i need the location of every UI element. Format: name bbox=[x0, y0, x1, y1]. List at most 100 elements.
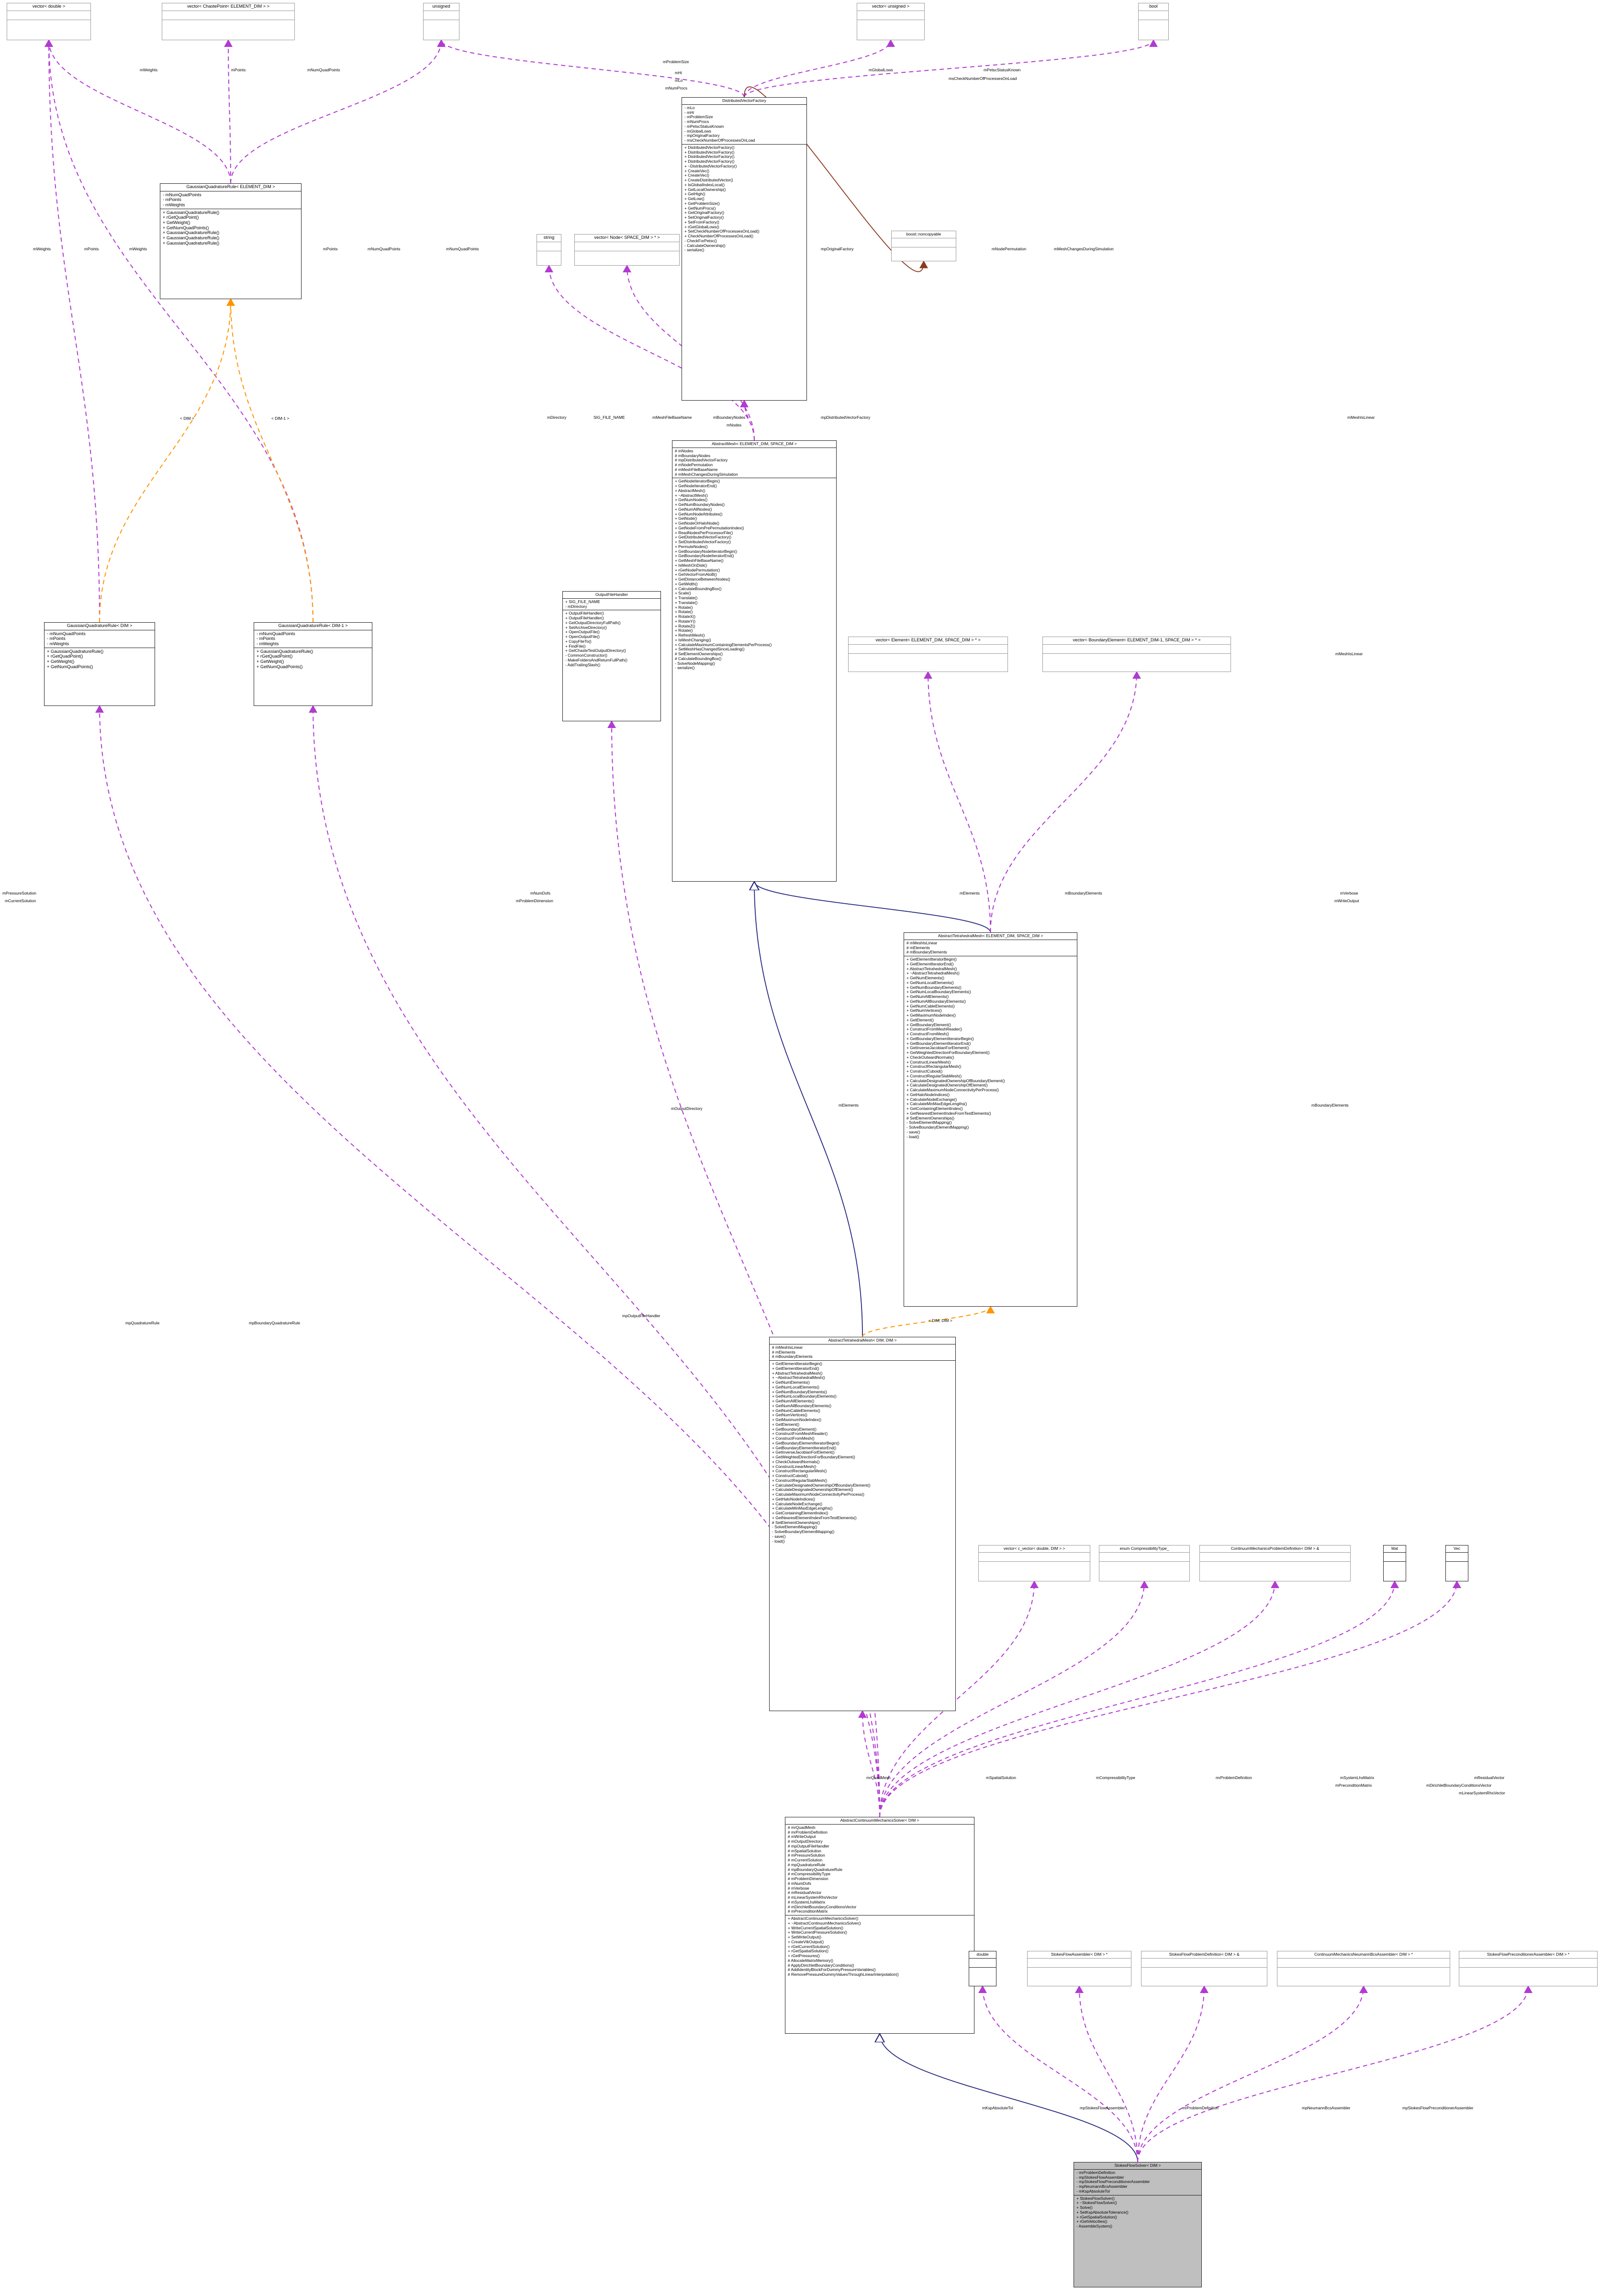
class-attribute: - mDirectory bbox=[565, 604, 587, 609]
class-operation: + GetElement() bbox=[906, 1018, 934, 1022]
class-operation: + IsMeshChanging() bbox=[675, 638, 711, 642]
edge-label: mPoints bbox=[231, 67, 246, 72]
class-node[interactable]: AbstractTetrahedralMesh< DIM, DIM > # mMe… bbox=[769, 1337, 956, 1711]
class-operation: - SolveElementMapping() bbox=[772, 1525, 817, 1530]
class-operation: + GetHaloNodeIndices() bbox=[772, 1497, 816, 1501]
class-node-title: vector< unsigned > bbox=[857, 3, 924, 11]
class-operation: + GetInverseJacobianForElement() bbox=[772, 1450, 835, 1455]
class-node-attributes bbox=[424, 11, 459, 20]
class-operation: + rGetQuadPoint() bbox=[47, 654, 83, 659]
class-attribute: # mNodePermutation bbox=[675, 463, 713, 468]
class-node[interactable]: string bbox=[537, 234, 561, 266]
class-attribute: # mProblemDimension bbox=[788, 1877, 828, 1882]
class-node-title: StokesFlowSolver< DIM > bbox=[1074, 2162, 1201, 2170]
class-node[interactable]: DistributedVectorFactory - mLo - mHi - mPro… bbox=[682, 97, 807, 401]
class-node[interactable]: unsigned bbox=[423, 3, 459, 40]
class-node[interactable]: StokesFlowAssembler< DIM > * bbox=[1027, 1951, 1131, 1986]
class-node-title: AbstractTetrahedralMesh< ELEMENT_DIM, SP… bbox=[904, 933, 1077, 940]
class-node-attributes: # mrQuadMesh # mrProblemDefinition # mWrit… bbox=[785, 1825, 974, 1916]
class-attribute: - mHi bbox=[684, 110, 694, 115]
class-node[interactable]: ContinuumMechanicsNeumannBcsAssembler< D… bbox=[1277, 1951, 1450, 1986]
class-operation: + ConstructRegularSlabMesh() bbox=[906, 1074, 962, 1078]
class-node[interactable]: vector< Element< ELEMENT_DIM, SPACE_DIM … bbox=[848, 637, 1008, 672]
class-operation: + SetMeshHasChangedSinceLoading() bbox=[675, 647, 745, 652]
edge-inheritance bbox=[754, 882, 991, 933]
class-operation: + SetArchiveDirectory() bbox=[565, 625, 607, 630]
class-node[interactable]: OutputFileHandler + SIG_FILE_NAME - mDirec… bbox=[562, 591, 661, 721]
class-operation: + CalculateMinMaxEdgeLengths() bbox=[772, 1506, 833, 1511]
class-node[interactable]: GaussianQuadratureRule< DIM > - mNumQuadP… bbox=[44, 622, 155, 706]
class-node[interactable]: vector< unsigned > bbox=[857, 3, 925, 40]
class-operation: + CalculateDesignatedOwnershipOfBoundary… bbox=[772, 1483, 871, 1488]
class-node[interactable]: StokesFlowPreconditionerAssembler< DIM >… bbox=[1459, 1951, 1598, 1986]
class-operation: + GaussianQuadratureRule() bbox=[257, 649, 313, 654]
class-node[interactable]: GaussianQuadratureRule< ELEMENT_DIM > - m… bbox=[160, 183, 302, 299]
class-node[interactable]: enum CompressibilityType_ bbox=[1099, 1545, 1190, 1581]
class-node[interactable]: vector< double > bbox=[7, 3, 91, 40]
class-attribute: - mPoints bbox=[163, 197, 181, 202]
edge-label: mrProblemDefinition bbox=[1216, 1775, 1252, 1780]
class-operation: + GetNodeFromPrePermutationIndex() bbox=[675, 526, 744, 530]
class-node[interactable]: ContinuumMechanicsProblemDefinition< DIM… bbox=[1199, 1545, 1351, 1581]
class-node[interactable]: AbstractMesh< ELEMENT_DIM, SPACE_DIM > # … bbox=[672, 440, 837, 882]
class-attribute: # mpDistributedVectorFactory bbox=[675, 458, 728, 463]
class-node[interactable]: AbstractTetrahedralMesh< ELEMENT_DIM, SP… bbox=[904, 932, 1077, 1307]
class-operation: + GetBoundaryElement() bbox=[772, 1427, 817, 1432]
class-operation: + CheckNumberOfProcessesOnLoad() bbox=[684, 234, 754, 239]
class-attribute: - mKspAbsoluteTol bbox=[1076, 2189, 1110, 2194]
class-node-attributes bbox=[857, 11, 924, 20]
edge-label: mProblemDimension bbox=[516, 898, 553, 903]
class-node-operations bbox=[849, 654, 1007, 662]
class-operation: + rGetQuadPoint() bbox=[257, 654, 293, 659]
class-node[interactable]: boost::noncopyable bbox=[891, 231, 956, 261]
class-operation: + GetNumVertices() bbox=[906, 1008, 942, 1013]
class-operation: - AddTrailingSlash() bbox=[565, 662, 601, 667]
class-operation: + GetMaximumNodeIndex() bbox=[906, 1013, 956, 1018]
edge-label: mpBoundaryQuadratureRule bbox=[249, 1321, 301, 1325]
class-operation: + GetWeight() bbox=[47, 659, 75, 664]
class-node-title: enum CompressibilityType_ bbox=[1099, 1546, 1189, 1553]
class-node[interactable]: Mat bbox=[1383, 1545, 1406, 1581]
class-operation: - serialize() bbox=[684, 248, 705, 253]
edge-label: mMeshIsLinear bbox=[1335, 651, 1363, 656]
class-node[interactable]: vector< c_vector< double, DIM > > bbox=[978, 1545, 1090, 1581]
class-node[interactable]: vector< ChastePoint< ELEMENT_DIM > > bbox=[162, 3, 295, 40]
class-node-attributes: - mNumQuadPoints - mPoints - mWeights bbox=[45, 630, 155, 648]
edge-label: mMeshFileBaseName bbox=[652, 415, 692, 420]
class-operation: + ConstructRectangularMesh() bbox=[772, 1469, 827, 1474]
class-operation: + Translate() bbox=[675, 596, 698, 601]
edge-usage bbox=[1137, 1985, 1368, 2162]
edge-label: mpOutputFileHandler bbox=[622, 1313, 660, 1318]
class-node[interactable]: StokesFlowSolver< DIM > - mrProblemDefini… bbox=[1074, 2162, 1202, 2287]
class-node[interactable]: bool bbox=[1138, 3, 1169, 40]
class-node-operations bbox=[892, 247, 956, 256]
class-operation: - SolveBoundaryElementMapping() bbox=[906, 1125, 969, 1130]
class-operation: + GetHigh() bbox=[684, 192, 705, 197]
class-node[interactable]: AbstractContinuumMechanicsSolver< DIM > #… bbox=[785, 1817, 974, 2034]
class-node-title: ContinuumMechanicsNeumannBcsAssembler< D… bbox=[1277, 1951, 1450, 1959]
class-node[interactable]: double bbox=[969, 1951, 996, 1986]
class-attribute: - mNumQuadPoints bbox=[163, 192, 201, 197]
class-node[interactable]: Vec bbox=[1445, 1545, 1468, 1581]
class-node-operations bbox=[7, 20, 90, 29]
class-operation: + GetNumBoundaryElements() bbox=[772, 1389, 827, 1394]
class-attribute: # mSpatialSolution bbox=[788, 1848, 821, 1853]
edge-label: mNumQuadPoints bbox=[368, 246, 401, 251]
class-node-attributes bbox=[1459, 1959, 1597, 1968]
class-operation: - CommonConstructor() bbox=[565, 653, 607, 658]
edge-usage bbox=[45, 39, 231, 184]
class-node[interactable]: vector< Node< SPACE_DIM > * > bbox=[574, 234, 680, 266]
class-operation: + GetNumElements() bbox=[772, 1380, 810, 1385]
class-operation: + ConstructRectangularMesh() bbox=[906, 1064, 962, 1069]
class-node-title: AbstractContinuumMechanicsSolver< DIM > bbox=[785, 1817, 974, 1825]
class-node[interactable]: StokesFlowProblemDefinition< DIM > & bbox=[1141, 1951, 1267, 1986]
edge-label: mKspAbsoluteTol bbox=[982, 2106, 1013, 2110]
edge-label: mNumProcs bbox=[665, 86, 688, 90]
class-attribute: - msCheckNumberOfProcessesOnLoad bbox=[684, 138, 755, 143]
edge-label: mpNeumannBcsAssembler bbox=[1302, 2106, 1351, 2110]
class-node[interactable]: GaussianQuadratureRule< DIM-1 > - mNumQua… bbox=[254, 622, 372, 706]
class-operation: + GetDistributedVectorFactory() bbox=[675, 535, 731, 540]
class-node[interactable]: vector< BoundaryElement< ELEMENT_DIM-1, … bbox=[1042, 637, 1231, 672]
class-operation: + Rotate() bbox=[675, 628, 693, 633]
class-operation: - save() bbox=[772, 1534, 786, 1539]
